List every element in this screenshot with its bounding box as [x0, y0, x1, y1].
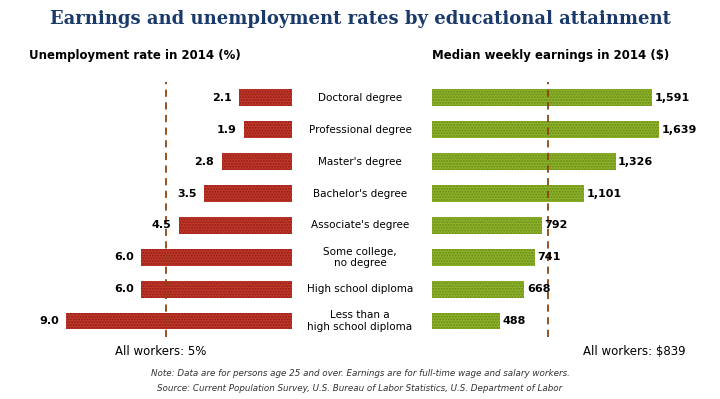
- Text: Associate's degree: Associate's degree: [311, 220, 409, 231]
- Bar: [204, 185, 292, 202]
- Text: 9.0: 9.0: [39, 316, 59, 326]
- Bar: [432, 313, 500, 330]
- Bar: [222, 153, 292, 170]
- Bar: [432, 89, 652, 106]
- Bar: [432, 313, 500, 330]
- Text: Master's degree: Master's degree: [318, 156, 402, 167]
- Text: 6.0: 6.0: [114, 284, 134, 294]
- Text: All workers: $839: All workers: $839: [583, 345, 686, 358]
- Bar: [244, 121, 292, 138]
- Text: Median weekly earnings in 2014 ($): Median weekly earnings in 2014 ($): [432, 49, 670, 62]
- Bar: [432, 185, 585, 202]
- Text: 1,101: 1,101: [587, 188, 622, 199]
- Bar: [432, 89, 652, 106]
- Text: 1,591: 1,591: [654, 93, 690, 103]
- Bar: [222, 153, 292, 170]
- Bar: [179, 217, 292, 234]
- Text: 741: 741: [537, 252, 560, 263]
- Bar: [141, 281, 292, 298]
- Bar: [432, 121, 659, 138]
- Text: Earnings and unemployment rates by educational attainment: Earnings and unemployment rates by educa…: [50, 10, 670, 28]
- Bar: [432, 281, 524, 298]
- Bar: [239, 89, 292, 106]
- Bar: [66, 313, 292, 330]
- Text: 1.9: 1.9: [217, 124, 237, 135]
- Bar: [204, 185, 292, 202]
- Bar: [432, 281, 524, 298]
- Text: 792: 792: [544, 220, 567, 231]
- Bar: [432, 121, 659, 138]
- Bar: [141, 249, 292, 266]
- Text: 2.8: 2.8: [194, 156, 214, 167]
- Bar: [432, 217, 541, 234]
- Bar: [179, 217, 292, 234]
- Text: Professional degree: Professional degree: [309, 124, 411, 135]
- Text: Source: Current Population Survey, U.S. Bureau of Labor Statistics, U.S. Departm: Source: Current Population Survey, U.S. …: [158, 384, 562, 393]
- Bar: [141, 249, 292, 266]
- Text: Note: Data are for persons age 25 and over. Earnings are for full-time wage and : Note: Data are for persons age 25 and ov…: [150, 369, 570, 378]
- Bar: [244, 121, 292, 138]
- Text: Bachelor's degree: Bachelor's degree: [313, 188, 407, 199]
- Bar: [432, 185, 585, 202]
- Bar: [66, 313, 292, 330]
- Text: 488: 488: [502, 316, 526, 326]
- Text: Less than a
high school diploma: Less than a high school diploma: [307, 310, 413, 332]
- Bar: [432, 153, 616, 170]
- Text: 1,639: 1,639: [662, 124, 697, 135]
- Text: Doctoral degree: Doctoral degree: [318, 93, 402, 103]
- Text: All workers: 5%: All workers: 5%: [114, 345, 206, 358]
- Text: 1,326: 1,326: [618, 156, 653, 167]
- Text: 6.0: 6.0: [114, 252, 134, 263]
- Text: 668: 668: [527, 284, 551, 294]
- Bar: [432, 249, 534, 266]
- Bar: [432, 217, 541, 234]
- Text: 4.5: 4.5: [152, 220, 171, 231]
- Bar: [432, 153, 616, 170]
- Bar: [432, 249, 534, 266]
- Bar: [239, 89, 292, 106]
- Text: Unemployment rate in 2014 (%): Unemployment rate in 2014 (%): [29, 49, 240, 62]
- Bar: [141, 281, 292, 298]
- Text: 3.5: 3.5: [177, 188, 197, 199]
- Text: High school diploma: High school diploma: [307, 284, 413, 294]
- Text: Some college,
no degree: Some college, no degree: [323, 247, 397, 268]
- Text: 2.1: 2.1: [212, 93, 232, 103]
